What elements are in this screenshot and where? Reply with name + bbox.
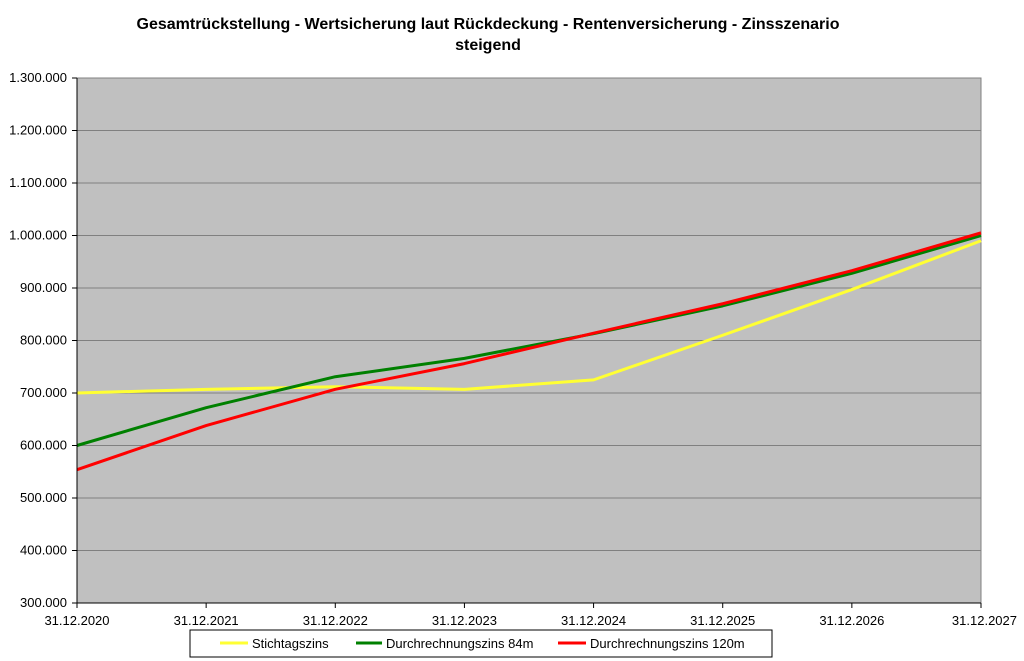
series-line-2: [76, 234, 982, 447]
x-tick-label: 31.12.2025: [690, 613, 755, 628]
chart-title-line2: steigend: [455, 37, 521, 54]
x-axis-ticks: 31.12.2020 31.12.2021 31.12.2022 31.12.2023…: [44, 78, 1017, 628]
legend-box: [189, 629, 773, 658]
y-tick-label: 800.000: [20, 333, 67, 348]
grid-lines: [77, 130, 981, 551]
y-tick-label: 1.100.000: [9, 175, 67, 190]
y-tick-label: 300.000: [20, 595, 67, 610]
series-line-3: [76, 231, 982, 472]
series-line-1: [76, 239, 982, 395]
legend-label: Stichtagszins: [252, 636, 329, 651]
y-tick-label: 500.000: [20, 490, 67, 505]
x-tick-label: 31.12.2023: [432, 613, 497, 628]
y-tick-label: 400.000: [20, 543, 67, 558]
y-tick-label: 700.000: [20, 385, 67, 400]
y-tick-label: 900.000: [20, 280, 67, 295]
y-axis-ticks: 300.000 400.000 500.000 600.000 700.000 800.0…: [9, 70, 77, 610]
x-tick-label: 31.12.2027: [952, 613, 1017, 628]
x-tick-label: 31.12.2020: [44, 613, 109, 628]
legend-label: Durchrechnungszins 120m: [590, 636, 745, 651]
chart-title: Gesamtrückstellung - Wertsicherung laut …: [0, 14, 976, 56]
series-lines: [76, 231, 982, 472]
y-tick-label: 600.000: [20, 438, 67, 453]
y-tick-label: 1.000.000: [9, 228, 67, 243]
y-tick-label: 1.200.000: [9, 123, 67, 138]
y-tick-label: 1.300.000: [9, 70, 67, 85]
x-tick-label: 31.12.2024: [561, 613, 626, 628]
x-tick-label: 31.12.2022: [303, 613, 368, 628]
x-tick-label: 31.12.2021: [174, 613, 239, 628]
chart-title-line1: Gesamtrückstellung - Wertsicherung laut …: [136, 16, 840, 33]
x-tick-label: 31.12.2026: [819, 613, 884, 628]
legend-label: Durchrechnungszins 84m: [386, 636, 533, 651]
legend: Stichtagszins Durchrechnungszins 84m Durch…: [189, 629, 773, 658]
